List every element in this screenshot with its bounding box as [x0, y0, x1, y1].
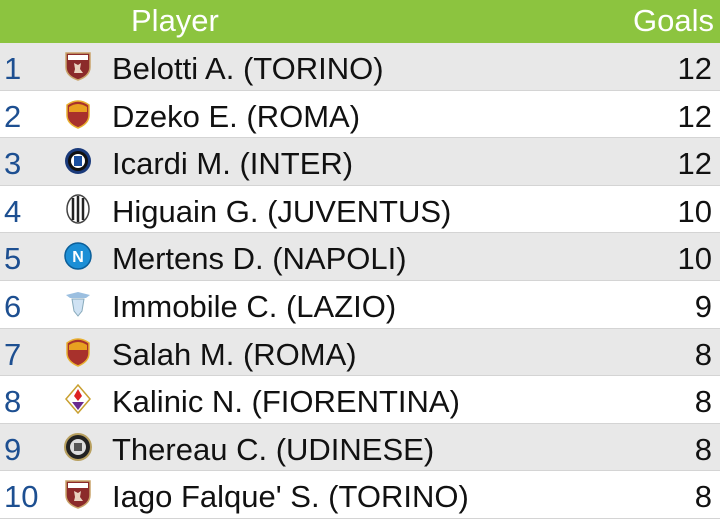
svg-text:N: N — [72, 249, 84, 266]
player-name: Icardi M. (INTER) — [112, 146, 354, 182]
table-row[interactable]: 2 Dzeko E. (ROMA) 12 — [0, 90, 720, 139]
goals-value: 12 — [677, 51, 712, 86]
table-row[interactable]: 7 Salah M. (ROMA) 8 — [0, 328, 720, 377]
player-column-header: Player — [131, 3, 219, 38]
player-name: Kalinic N. (FIORENTINA) — [112, 384, 460, 420]
player-name: Salah M. (ROMA) — [112, 336, 357, 372]
table-row[interactable]: 9 Thereau C. (UDINESE) 8 — [0, 423, 720, 472]
torino-crest-icon — [64, 51, 92, 81]
goals-value: 10 — [677, 241, 712, 277]
table-row[interactable]: 3 Icardi M. (INTER) 12 — [0, 138, 720, 186]
rank: 8 — [4, 384, 22, 420]
rank: 10 — [4, 479, 39, 515]
table-row[interactable]: 5 N Mertens D. (NAPOLI) 10 — [0, 233, 720, 281]
goals-value: 12 — [677, 146, 712, 182]
scorers-list: 1 Belotti A. (TORINO) 12 2 Dzeko E. (ROMA… — [0, 43, 720, 519]
player-name: Thereau C. (UDINESE) — [112, 431, 435, 467]
goals-value: 12 — [677, 98, 712, 134]
player-name: Mertens D. (NAPOLI) — [112, 241, 407, 277]
table-row[interactable]: 4 Higuain G. (JUVENTUS) 10 — [0, 185, 720, 234]
udinese-crest-icon — [64, 432, 92, 462]
rank: 5 — [4, 241, 22, 277]
player-name: Dzeko E. (ROMA) — [112, 98, 361, 134]
goals-value: 8 — [694, 384, 712, 420]
rank: 3 — [4, 146, 22, 182]
torino-crest-icon — [64, 479, 92, 510]
table-row[interactable]: 6 Immobile C. (LAZIO) 9 — [0, 280, 720, 329]
goals-value: 9 — [694, 288, 712, 324]
roma-crest-icon — [64, 337, 92, 367]
goals-value: 10 — [677, 193, 712, 229]
table-row[interactable]: 10 Iago Falque' S. (TORINO) 8 — [0, 471, 720, 519]
rank: 1 — [4, 51, 22, 86]
player-name: Belotti A. (TORINO) — [112, 51, 384, 86]
juventus-crest-icon — [64, 194, 92, 224]
roma-crest-icon — [64, 99, 92, 129]
lazio-crest-icon — [64, 289, 92, 319]
table-row[interactable]: 1 Belotti A. (TORINO) 12 — [0, 43, 720, 91]
player-name: Iago Falque' S. (TORINO) — [112, 479, 469, 515]
fiorentina-crest-icon — [64, 384, 92, 415]
goals-value: 8 — [694, 336, 712, 372]
rank: 6 — [4, 288, 22, 324]
goals-column-header: Goals — [633, 3, 714, 38]
table-row[interactable]: 8 Kalinic N. (FIORENTINA) 8 — [0, 376, 720, 424]
rank: 2 — [4, 98, 22, 134]
goals-value: 8 — [694, 479, 712, 515]
table-header: Player Goals — [0, 0, 720, 43]
rank: 7 — [4, 336, 22, 372]
goals-value: 8 — [694, 431, 712, 467]
inter-crest-icon — [64, 146, 92, 176]
player-name: Immobile C. (LAZIO) — [112, 288, 397, 324]
napoli-crest-icon: N — [64, 241, 92, 271]
rank: 4 — [4, 193, 22, 229]
player-name: Higuain G. (JUVENTUS) — [112, 193, 452, 229]
rank: 9 — [4, 431, 22, 467]
